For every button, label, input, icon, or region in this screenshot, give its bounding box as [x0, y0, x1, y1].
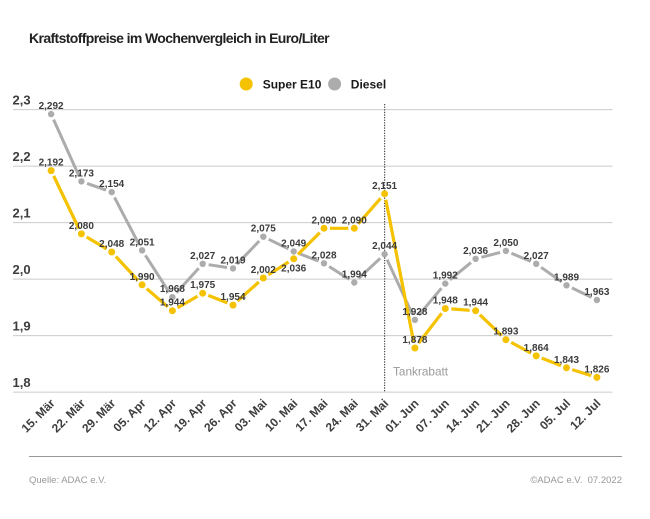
svg-text:Kraftstoffpreise im Wochenverg: Kraftstoffpreise im Wochenvergleich in E… [29, 30, 330, 46]
svg-text:1,968: 1,968 [160, 284, 185, 295]
svg-text:Tankrabatt: Tankrabatt [393, 365, 449, 379]
svg-text:1,944: 1,944 [463, 298, 488, 309]
svg-text:2,036: 2,036 [281, 263, 306, 274]
svg-text:1,963: 1,963 [584, 287, 609, 298]
svg-text:1,893: 1,893 [493, 327, 518, 338]
svg-text:2,173: 2,173 [69, 168, 94, 179]
svg-text:2,151: 2,151 [372, 181, 397, 192]
svg-text:1,826: 1,826 [584, 364, 609, 375]
svg-text:1,990: 1,990 [130, 272, 155, 283]
svg-text:2,2: 2,2 [13, 149, 31, 164]
svg-text:2,002: 2,002 [251, 265, 276, 276]
svg-text:1,878: 1,878 [402, 335, 427, 346]
svg-text:2,027: 2,027 [524, 251, 549, 262]
svg-text:1,864: 1,864 [524, 343, 549, 354]
svg-text:1,948: 1,948 [433, 296, 458, 307]
svg-text:2,090: 2,090 [342, 215, 367, 226]
svg-text:1,992: 1,992 [433, 271, 458, 282]
svg-text:2,0: 2,0 [13, 262, 31, 277]
svg-text:2,028: 2,028 [311, 250, 336, 261]
svg-text:2,048: 2,048 [99, 239, 124, 250]
svg-text:2,080: 2,080 [69, 221, 94, 232]
svg-text:1,994: 1,994 [342, 270, 367, 281]
svg-text:2,075: 2,075 [251, 224, 276, 235]
svg-text:2,3: 2,3 [13, 93, 31, 108]
svg-text:1,928: 1,928 [402, 307, 427, 318]
svg-text:1,954: 1,954 [220, 292, 245, 303]
svg-text:1,944: 1,944 [160, 298, 185, 309]
svg-text:2,036: 2,036 [463, 246, 488, 257]
svg-text:2,1: 2,1 [13, 206, 31, 221]
svg-text:2,027: 2,027 [190, 251, 215, 262]
svg-text:1,8: 1,8 [13, 375, 31, 390]
svg-text:2,292: 2,292 [39, 101, 64, 112]
svg-text:Super E10: Super E10 [263, 78, 322, 92]
svg-text:2,019: 2,019 [220, 255, 245, 266]
svg-text:1,9: 1,9 [13, 319, 31, 334]
svg-text:2,049: 2,049 [281, 238, 306, 249]
svg-text:2,154: 2,154 [99, 179, 124, 190]
svg-text:1,989: 1,989 [554, 272, 579, 283]
svg-text:Diesel: Diesel [351, 78, 386, 92]
svg-text:2,050: 2,050 [493, 238, 518, 249]
svg-text:2,090: 2,090 [311, 215, 336, 226]
svg-text:1,843: 1,843 [554, 355, 579, 366]
svg-text:2,051: 2,051 [130, 237, 155, 248]
svg-text:Quelle: ADAC e.V.: Quelle: ADAC e.V. [29, 475, 106, 486]
svg-text:1,975: 1,975 [190, 280, 215, 291]
svg-text:2,192: 2,192 [39, 158, 64, 169]
svg-text:©ADAC e.V. 07.2022: ©ADAC e.V. 07.2022 [530, 475, 622, 486]
svg-text:2,044: 2,044 [372, 241, 397, 252]
